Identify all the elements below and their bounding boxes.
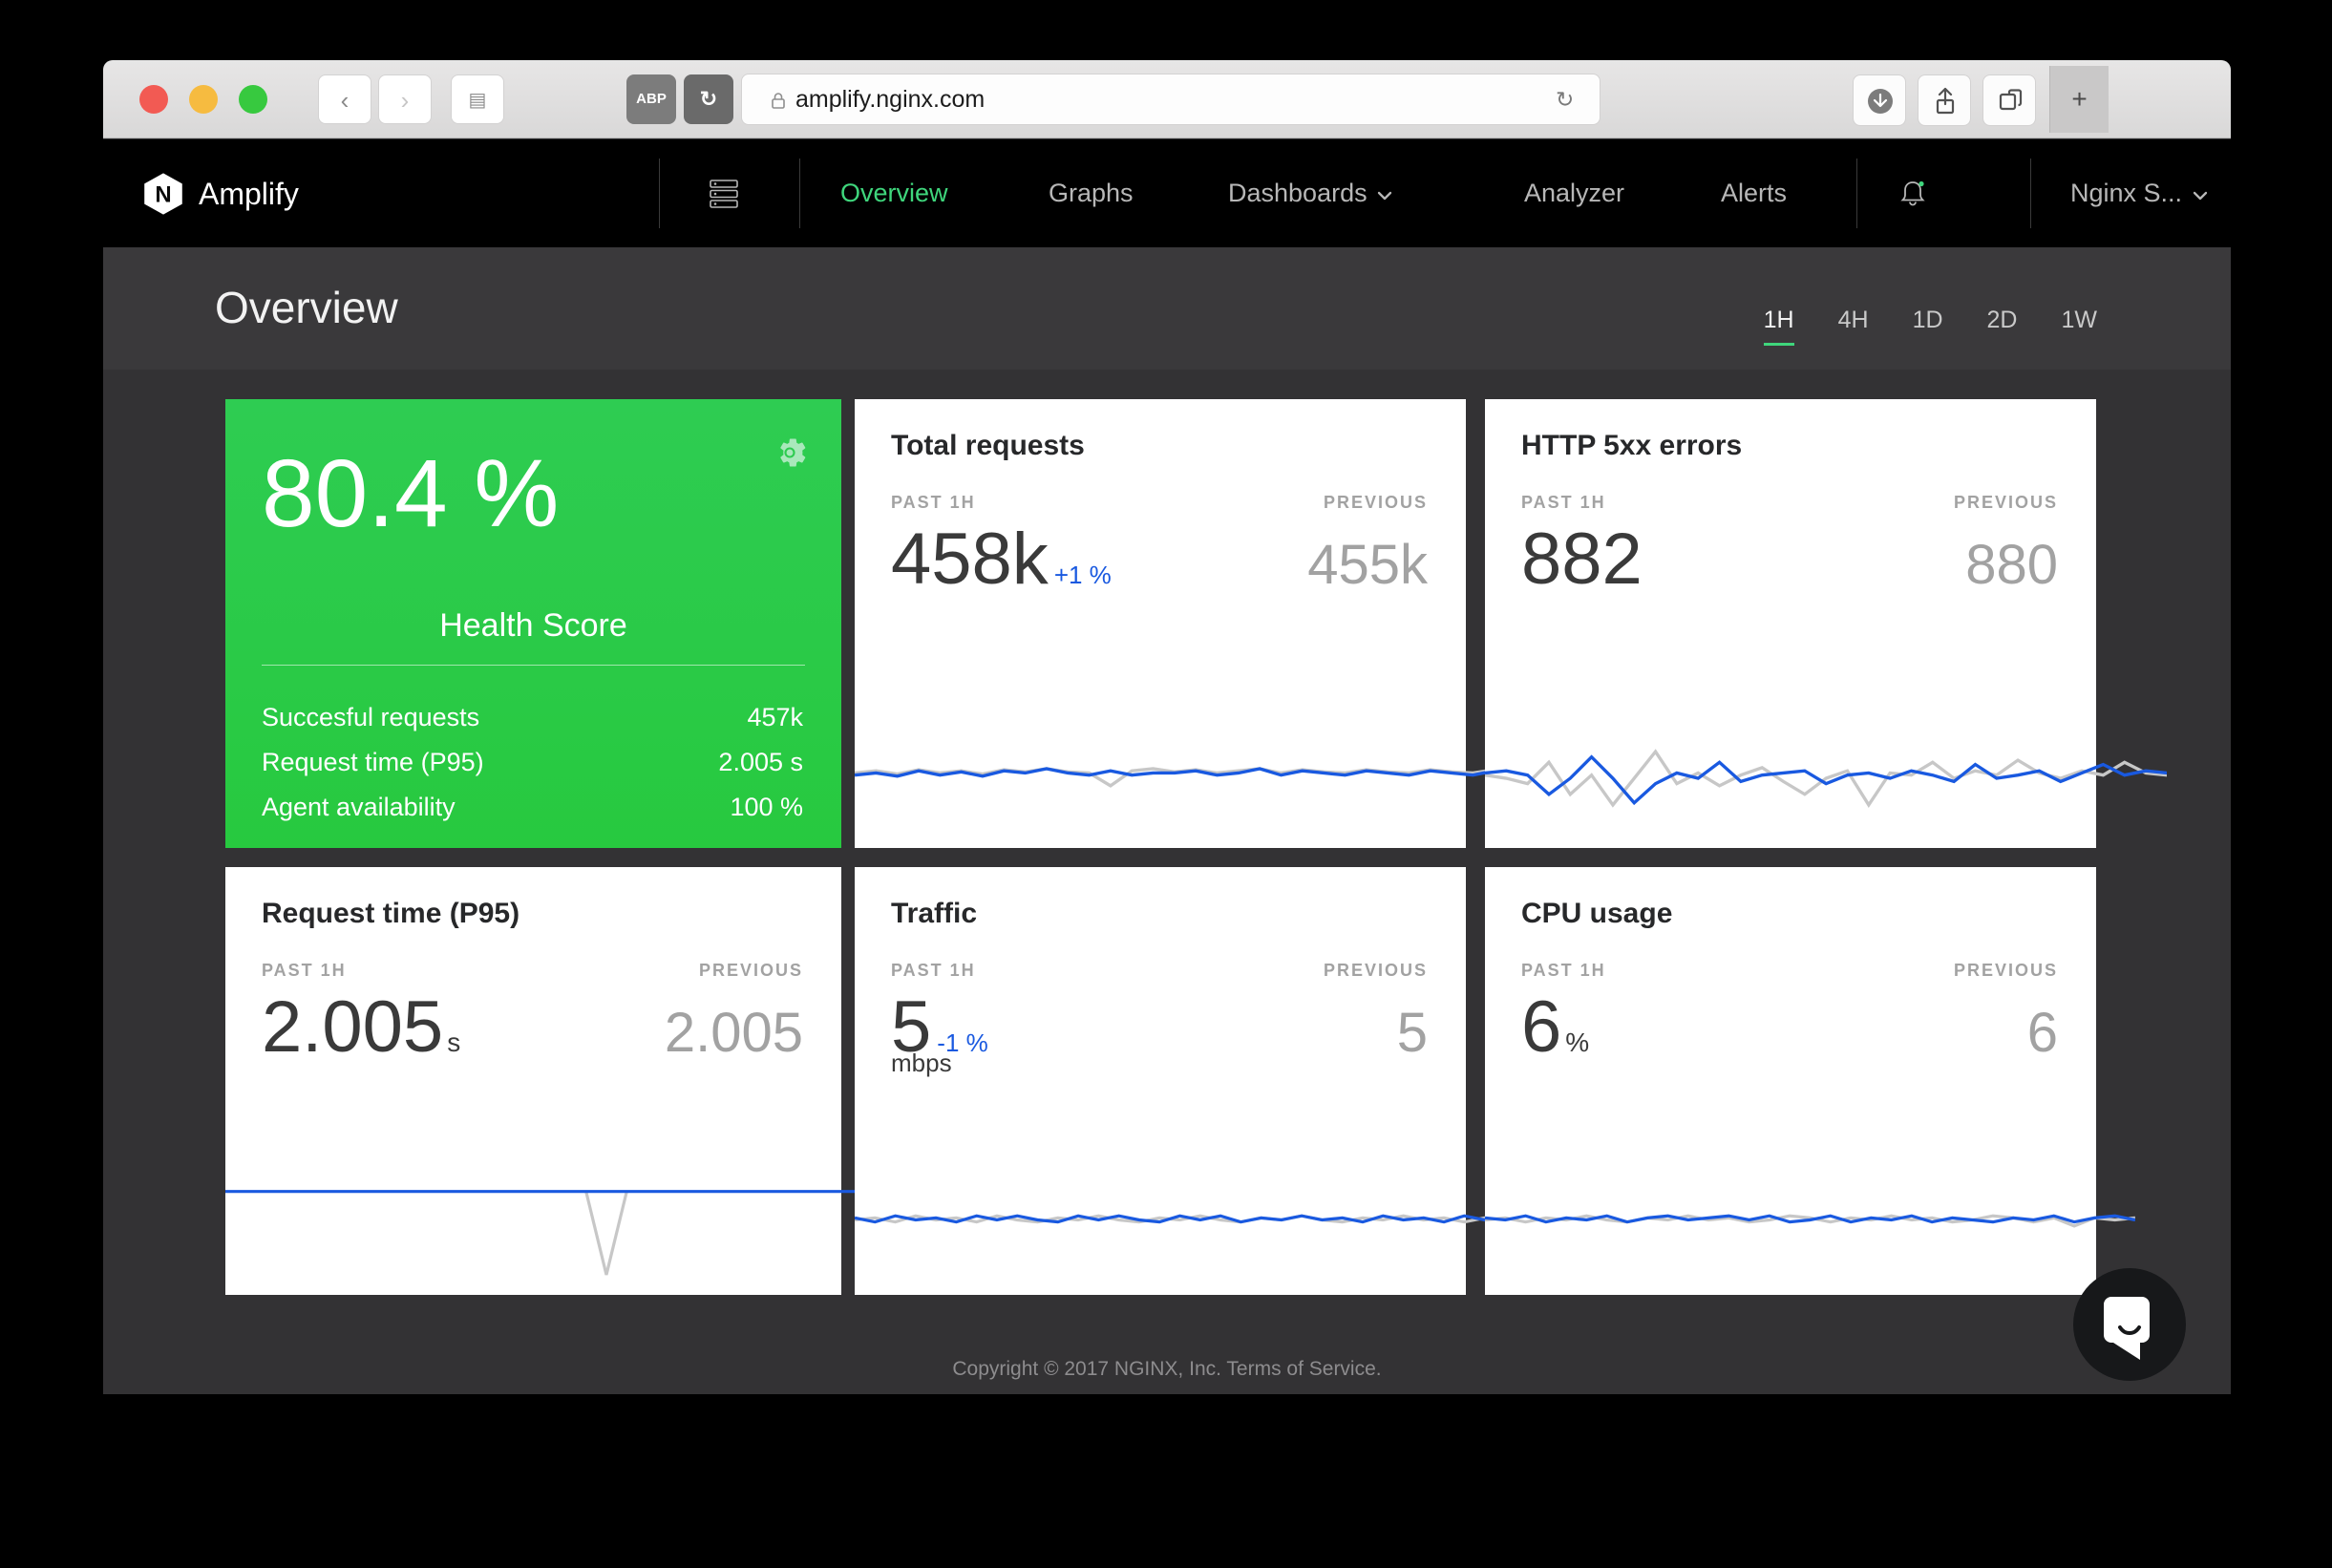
svg-text:N: N: [155, 181, 171, 207]
